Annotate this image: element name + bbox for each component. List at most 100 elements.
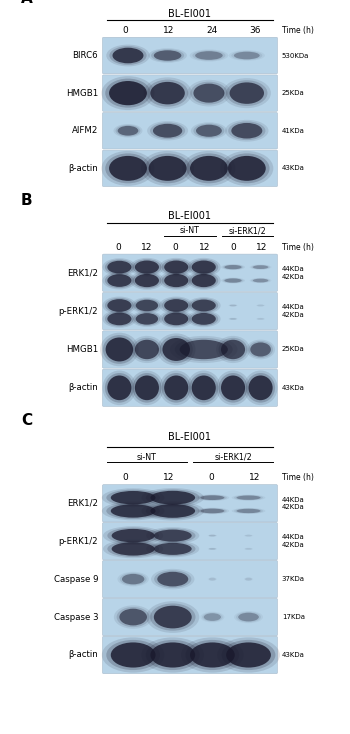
- Ellipse shape: [106, 338, 133, 361]
- FancyBboxPatch shape: [103, 112, 278, 149]
- Ellipse shape: [224, 153, 270, 184]
- Ellipse shape: [237, 495, 261, 500]
- Ellipse shape: [224, 265, 241, 269]
- Text: p-ERK1/2: p-ERK1/2: [58, 537, 98, 545]
- Ellipse shape: [100, 333, 139, 366]
- Ellipse shape: [113, 124, 142, 137]
- Ellipse shape: [189, 272, 218, 288]
- Ellipse shape: [107, 261, 132, 274]
- Ellipse shape: [222, 640, 275, 670]
- Text: 25KDa: 25KDa: [282, 346, 304, 352]
- Ellipse shape: [146, 540, 199, 557]
- Ellipse shape: [154, 570, 191, 588]
- FancyBboxPatch shape: [103, 331, 278, 368]
- Ellipse shape: [107, 313, 132, 325]
- Text: 43KDa: 43KDa: [282, 385, 305, 390]
- Ellipse shape: [196, 508, 229, 515]
- Ellipse shape: [162, 272, 191, 288]
- Ellipse shape: [228, 121, 265, 140]
- Text: 0: 0: [209, 473, 215, 482]
- Ellipse shape: [102, 488, 164, 507]
- Ellipse shape: [146, 503, 199, 519]
- Ellipse shape: [209, 578, 216, 581]
- Ellipse shape: [221, 376, 245, 400]
- Ellipse shape: [105, 298, 134, 313]
- Text: 12: 12: [163, 26, 174, 35]
- Ellipse shape: [204, 613, 221, 621]
- Ellipse shape: [226, 642, 271, 667]
- Ellipse shape: [193, 51, 225, 61]
- Ellipse shape: [246, 373, 275, 403]
- Text: β-actin: β-actin: [68, 650, 98, 659]
- Text: si-ERK1/2: si-ERK1/2: [214, 453, 252, 462]
- Ellipse shape: [110, 46, 147, 65]
- Ellipse shape: [194, 123, 224, 138]
- Ellipse shape: [103, 526, 163, 545]
- Ellipse shape: [105, 311, 134, 327]
- Ellipse shape: [223, 264, 243, 269]
- Text: Time (h): Time (h): [282, 26, 314, 35]
- Ellipse shape: [146, 640, 199, 670]
- Text: Time (h): Time (h): [282, 242, 314, 252]
- Text: 44KDa
42KDa: 44KDa 42KDa: [282, 534, 304, 548]
- Ellipse shape: [216, 371, 250, 405]
- Ellipse shape: [187, 310, 220, 327]
- Ellipse shape: [234, 495, 263, 501]
- Ellipse shape: [180, 340, 228, 359]
- Ellipse shape: [130, 371, 164, 405]
- Ellipse shape: [107, 541, 159, 557]
- Ellipse shape: [151, 569, 195, 589]
- Ellipse shape: [187, 371, 220, 405]
- Ellipse shape: [102, 76, 154, 110]
- Ellipse shape: [106, 640, 160, 670]
- Ellipse shape: [236, 612, 261, 622]
- Ellipse shape: [102, 501, 164, 520]
- Ellipse shape: [120, 573, 147, 586]
- Ellipse shape: [231, 51, 262, 60]
- Ellipse shape: [200, 509, 224, 513]
- Ellipse shape: [107, 528, 159, 544]
- Ellipse shape: [109, 156, 147, 181]
- Ellipse shape: [102, 151, 154, 186]
- Text: 0: 0: [173, 242, 178, 252]
- Ellipse shape: [150, 82, 185, 104]
- Ellipse shape: [246, 340, 275, 360]
- Ellipse shape: [200, 495, 224, 500]
- Ellipse shape: [103, 310, 136, 328]
- Ellipse shape: [159, 310, 193, 328]
- Ellipse shape: [154, 51, 181, 61]
- Ellipse shape: [216, 336, 250, 363]
- Ellipse shape: [164, 313, 188, 325]
- FancyBboxPatch shape: [103, 598, 278, 636]
- Ellipse shape: [248, 376, 273, 400]
- Ellipse shape: [103, 371, 136, 405]
- Text: 12: 12: [163, 473, 174, 482]
- Text: 0: 0: [230, 242, 236, 252]
- Ellipse shape: [130, 272, 164, 290]
- Ellipse shape: [157, 333, 196, 366]
- Text: 43KDa: 43KDa: [282, 165, 305, 171]
- Ellipse shape: [147, 121, 188, 140]
- Ellipse shape: [102, 637, 164, 672]
- Ellipse shape: [150, 491, 195, 504]
- Ellipse shape: [146, 601, 199, 633]
- Ellipse shape: [170, 336, 238, 363]
- Ellipse shape: [103, 258, 136, 276]
- Ellipse shape: [118, 126, 138, 136]
- Ellipse shape: [131, 297, 163, 313]
- Ellipse shape: [191, 123, 227, 139]
- Ellipse shape: [105, 260, 134, 275]
- Ellipse shape: [136, 313, 158, 324]
- Ellipse shape: [192, 376, 216, 400]
- Ellipse shape: [160, 335, 193, 363]
- Ellipse shape: [105, 373, 134, 403]
- Ellipse shape: [112, 542, 155, 556]
- Text: 44KDa
42KDa: 44KDa 42KDa: [282, 305, 304, 318]
- Text: 43KDa: 43KDa: [282, 652, 305, 658]
- Ellipse shape: [132, 272, 161, 288]
- Text: 12: 12: [199, 242, 210, 252]
- Ellipse shape: [148, 48, 187, 63]
- Ellipse shape: [103, 335, 136, 364]
- Text: Time (h): Time (h): [282, 473, 314, 482]
- Ellipse shape: [114, 606, 153, 629]
